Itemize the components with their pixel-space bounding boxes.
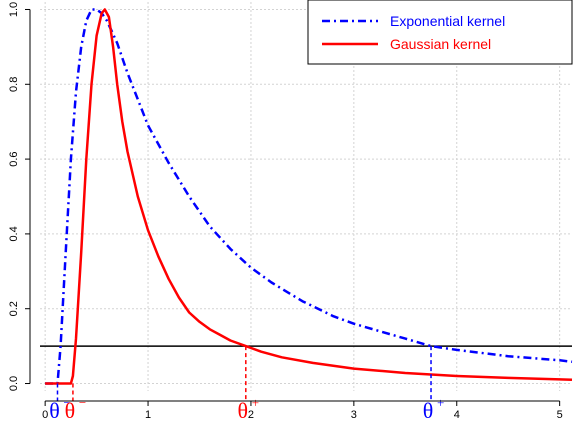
x-tick-label-0: 0 [42,409,48,421]
legend-label-gaussian: Gaussian kernel [390,36,491,52]
y-tick-label-0: 0.0 [8,376,20,391]
axes: 0 1 2 3 4 5 0.0 0.2 0.4 0.6 0.8 1.0 [8,2,563,421]
series-line-exponential [45,8,573,385]
theta-sup-2: + [252,395,259,410]
x-tick-label-4: 4 [454,409,460,421]
theta-label-1: θ [65,398,76,423]
x-tick-label-1: 1 [145,409,151,421]
y-tick-label-2: 0.4 [8,226,20,241]
y-tick-label-3: 0.6 [8,151,20,166]
marker-layer: θ −θ − θ + θ + [49,346,444,423]
theta-sup-3: + [437,395,444,410]
x-tick-label-2: 2 [248,409,254,421]
grid [40,2,572,391]
x-tick-label-5: 5 [557,409,563,421]
series-layer [45,8,573,385]
theta-label-0: θ [49,398,60,423]
legend: Exponential kernel Gaussian kernel [307,0,573,65]
y-tick-label-5: 1.0 [8,2,20,17]
x-tick-label-3: 3 [351,409,357,421]
legend-box [307,0,573,65]
theta-sup-0: − [63,395,70,410]
y-tick-label-4: 0.8 [8,77,20,92]
series-line-gaussian [45,8,573,385]
y-tick-label-1: 0.2 [8,301,20,316]
theta-label-3: θ [423,398,434,423]
legend-label-exponential: Exponential kernel [390,13,505,29]
theta-sup-1: − [79,395,86,410]
theta-label-2: θ [238,398,249,423]
